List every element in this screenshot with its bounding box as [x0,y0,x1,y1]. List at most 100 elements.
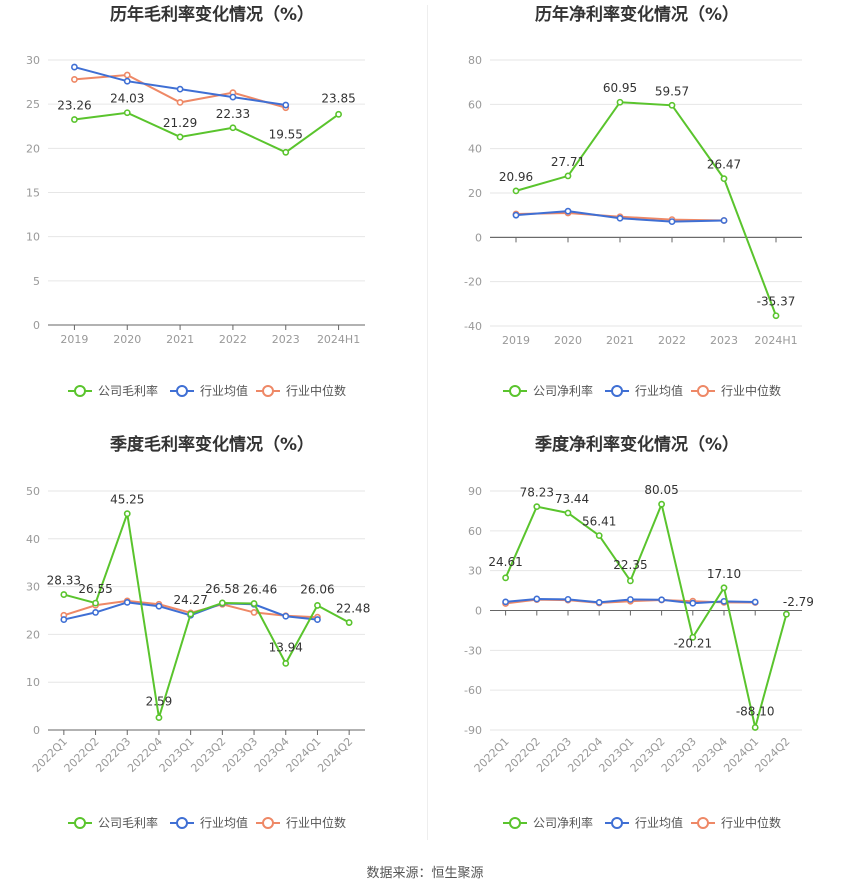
data-point-company [187,610,195,618]
y-tick-label: 90 [468,485,482,498]
data-label: 21.29 [163,116,197,130]
y-tick-label: 0 [475,605,482,618]
data-point-median [250,609,258,616]
legend-item-median[interactable]: 行业中位数 [256,383,346,398]
x-tick-label: 2019 [502,334,530,347]
legend-label: 行业均值 [635,383,683,398]
legend-label: 行业中位数 [286,383,346,398]
data-point-company [60,591,68,598]
data-point-avg [595,599,603,606]
y-tick-label: -40 [464,320,482,333]
legend-label: 公司净利率 [533,383,593,398]
data-point-company [250,600,258,607]
data-label: 73.44 [555,492,589,506]
data-point-avg [123,77,131,85]
data-label: -2.79 [783,595,814,609]
y-tick-label: 50 [26,485,40,498]
data-label: 23.85 [321,91,355,105]
data-point-company [282,148,290,156]
annual-net-margin-chart: 历年净利率变化情况（%） -40 -20 0 20 40 60 80 2019 2020 2021 2… [425,0,850,430]
data-label: 20.96 [499,170,533,184]
y-tick-label: -30 [464,644,482,657]
data-label: 59.57 [655,84,689,98]
data-point-avg [564,207,572,215]
data-point-avg [616,214,624,222]
legend-item-company[interactable]: 公司净利率 [503,383,593,398]
y-tick-label: 10 [26,231,40,244]
y-tick-label: 80 [468,54,482,67]
y-tick-label: 30 [26,581,40,594]
y-tick-label: -90 [464,724,482,737]
x-tick-label: 2024Q2 [752,735,792,775]
data-point-avg [176,85,184,93]
legend-label: 行业均值 [200,383,248,398]
quarterly-gross-svg: 季度毛利率变化情况（%）010203040502022Q12022Q22022Q… [26,434,370,830]
data-point-avg [71,63,78,71]
data-label: 26.55 [78,582,112,596]
legend-marker [74,817,86,829]
legend-item-median[interactable]: 行业中位数 [691,815,781,830]
legend-label: 公司净利率 [533,815,593,830]
x-tick-label: 2020 [554,334,582,347]
data-point-avg [751,598,759,606]
x-tick-label: 2022 [219,333,247,346]
data-point-company [564,509,572,517]
data-point-company [229,124,237,132]
series-line-company [74,111,340,154]
legend-item-company[interactable]: 公司净利率 [503,815,593,830]
legend-marker [509,817,521,829]
x-tick-label: 2021 [166,333,194,346]
legend-item-median[interactable]: 行业中位数 [256,815,346,830]
data-point-company [689,633,697,641]
legend-marker [262,385,274,397]
data-label: -35.37 [757,295,796,309]
y-tick-label: -20 [464,276,482,289]
legend-label: 行业中位数 [286,815,346,830]
series-line-company [63,513,350,718]
data-point-company [782,610,790,618]
x-tick-label: 2021 [606,334,634,347]
annual-net-svg: 历年净利率变化情况（%） -40 -20 0 20 40 60 80 2019 2020 2021 2… [464,4,802,398]
data-label: 24.61 [488,555,522,569]
data-label: 26.58 [205,582,239,596]
data-point-avg [658,596,665,604]
data-point-avg [229,93,237,101]
data-point-company [595,532,603,540]
legend-marker [509,385,521,397]
legend-item-avg[interactable]: 行业均值 [605,815,683,830]
data-label: 56.41 [582,515,616,529]
data-point-avg [720,217,728,224]
data-point-avg [314,616,321,623]
data-label: 27.71 [551,155,585,169]
data-label: -20.21 [673,636,712,650]
data-source-note: 数据来源：恒生聚源 [366,866,484,881]
legend-label: 公司毛利率 [98,815,158,830]
legend-item-company[interactable]: 公司毛利率 [68,383,158,398]
data-label: 45.25 [110,493,144,507]
legend-label: 行业均值 [635,815,683,830]
y-tick-label: 0 [33,724,40,737]
data-point-company [772,312,780,320]
y-tick-label: 0 [33,319,40,332]
legend-item-company[interactable]: 公司毛利率 [68,815,158,830]
y-tick-label: 20 [26,142,40,155]
data-point-company [314,602,321,609]
legend-item-median[interactable]: 行业中位数 [691,383,781,398]
data-point-company [282,659,290,667]
data-point-company [720,584,728,592]
legend-item-avg[interactable]: 行业均值 [170,815,248,830]
quarterly-gross-margin-chart: 季度毛利率变化情况（%） 0 10 20 30 40 50 2022Q1 2022Q2 2022Q… [0,430,425,860]
x-tick-label: 2024Q2 [315,735,355,775]
data-label: 78.23 [520,486,554,500]
data-label: 2.59 [146,695,173,709]
legend-item-avg[interactable]: 行业均值 [605,383,683,398]
chart-title: 季度净利率变化情况（%） [535,434,739,455]
y-tick-label: 40 [468,143,482,156]
y-tick-label: -60 [464,684,482,697]
legend-item-avg[interactable]: 行业均值 [170,383,248,398]
y-tick-label: 40 [26,533,40,546]
y-tick-label: 30 [26,54,40,67]
data-label: 13.94 [269,640,303,654]
legend-marker [611,385,623,397]
data-point-company [123,109,131,117]
